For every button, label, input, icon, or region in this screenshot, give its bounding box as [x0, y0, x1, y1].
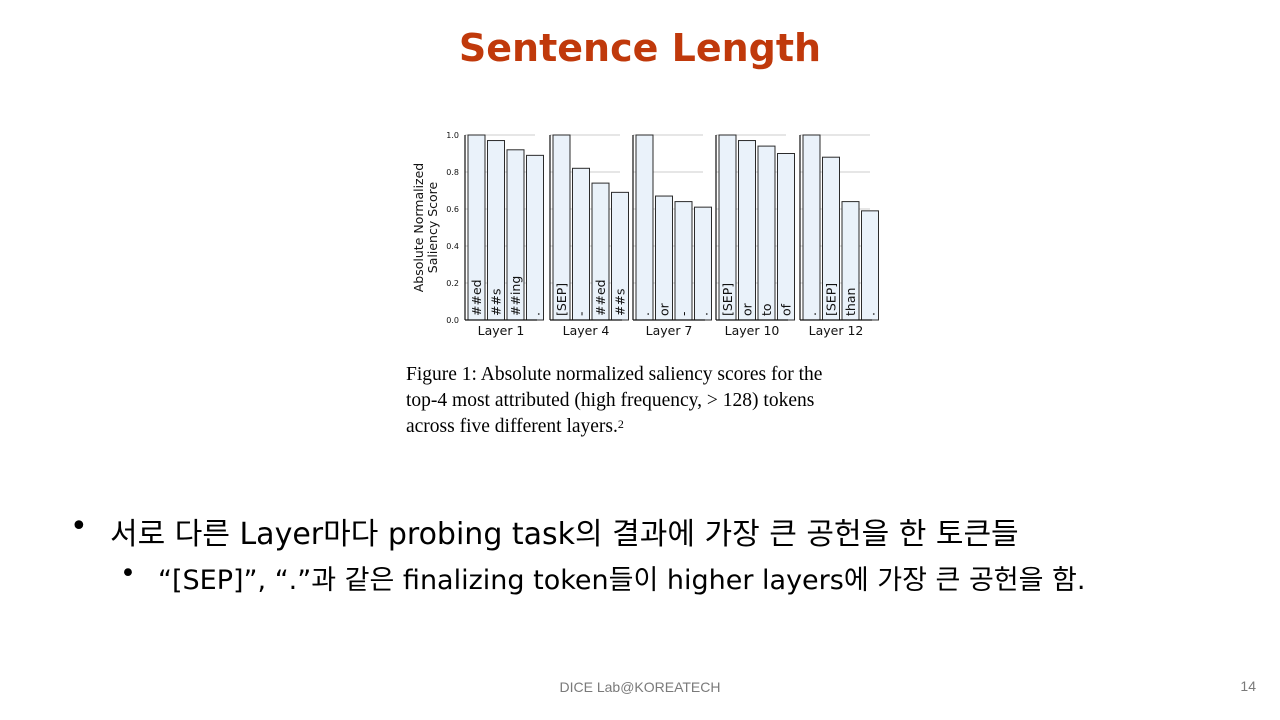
- y-tick-label: 0.4: [446, 242, 459, 251]
- y-axis-label-line-2: Saliency Score: [425, 181, 440, 273]
- bar: [635, 134, 654, 321]
- bar: [777, 153, 795, 321]
- bar: [802, 134, 821, 321]
- bar: [572, 167, 590, 321]
- bar-token-label: or: [740, 302, 755, 316]
- bar-token-label: .: [528, 312, 543, 316]
- panel-layer-10: [SEP] or to of Layer 10: [715, 134, 795, 338]
- caption-line-1: Figure 1: Absolute normalized saliency s…: [406, 364, 823, 385]
- bar-token-label: to: [759, 303, 774, 316]
- figure-caption: Figure 1: Absolute normalized saliency s…: [406, 362, 884, 440]
- bar: [674, 201, 693, 321]
- y-tick-label: 0.2: [446, 279, 459, 288]
- y-tick-label: 1.0: [446, 131, 459, 140]
- footer-text: DICE Lab@KOREATECH: [559, 679, 721, 695]
- bar-token-label: .: [637, 312, 652, 316]
- caption-line-3: across five different layers.2: [406, 414, 884, 440]
- bar-token-label: -: [676, 311, 691, 316]
- panel-layer-12: . [SEP] than . Layer 12: [799, 134, 879, 338]
- bar-token-label: than: [843, 288, 858, 316]
- panel-x-label: Layer 10: [725, 323, 780, 338]
- panel-x-label: Layer 1: [478, 323, 525, 338]
- sub-bullet-dot: •: [120, 558, 136, 589]
- bar: [694, 206, 712, 321]
- bar: [861, 210, 879, 321]
- bar-token-label: .: [863, 312, 878, 316]
- bar-token-label: -: [574, 311, 589, 316]
- caption-line-3-text: across five different layers.: [406, 416, 618, 437]
- panel-x-label: Layer 12: [809, 323, 864, 338]
- bar-token-label: [SEP]: [554, 283, 569, 316]
- bullet-item-1: 서로 다른 Layer마다 probing task의 결과에 가장 큰 공헌을…: [110, 517, 1019, 552]
- caption-line-2: top-4 most attributed (high frequency, >…: [406, 390, 815, 411]
- panel-x-label: Layer 4: [563, 323, 610, 338]
- bullet-item-2: “[SEP]”, “.”과 같은 finalizing token들이 high…: [158, 565, 1086, 596]
- panel-layer-1: ##ed ##s ##ing . Layer 1: [464, 134, 544, 338]
- y-tick-label: 0.8: [446, 168, 459, 177]
- bar-token-label: ##s: [489, 289, 504, 316]
- y-tick-label: 0.6: [446, 205, 459, 214]
- page-number: 14: [1240, 678, 1256, 694]
- bar: [655, 195, 673, 321]
- bar-token-label: .: [804, 312, 819, 316]
- bar-token-label: .: [696, 312, 711, 316]
- saliency-bar-chart: Absolute Normalized Saliency Score 0.0 0.2 0…: [411, 131, 879, 338]
- bar: [738, 140, 756, 321]
- bar-token-label: ##ed: [593, 279, 608, 316]
- y-axis-label-line-1: Absolute Normalized: [411, 163, 426, 293]
- y-tick-label: 0.0: [446, 316, 459, 325]
- bar-token-label: [SEP]: [824, 283, 839, 316]
- bar-token-label: [SEP]: [720, 283, 735, 316]
- bar-token-label: of: [779, 303, 794, 316]
- bar-token-label: ##ed: [469, 279, 484, 316]
- bar: [526, 154, 544, 321]
- slide-title: Sentence Length: [458, 26, 822, 70]
- caption-footnote-marker: 2: [617, 417, 624, 431]
- bar-token-label: ##ing: [508, 276, 523, 316]
- panel-x-label: Layer 7: [646, 323, 693, 338]
- bar: [757, 145, 776, 321]
- panel-layer-7: . or - . Layer 7: [632, 134, 712, 338]
- bullet-dot: •: [70, 509, 88, 544]
- bar-token-label: or: [657, 302, 672, 316]
- bar-token-label: ##s: [613, 289, 628, 316]
